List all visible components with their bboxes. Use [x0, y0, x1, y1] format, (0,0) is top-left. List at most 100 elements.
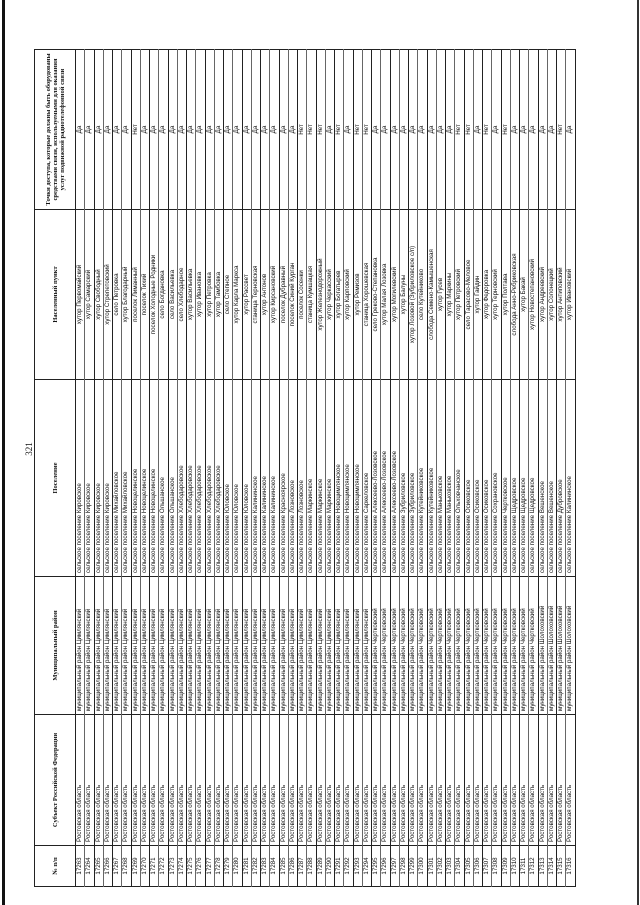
cell-district: муниципальный район Цимлянский [205, 576, 215, 715]
cell-locality: хутор Андреевский [538, 209, 548, 380]
cell-subject: Ростовская область [112, 714, 122, 846]
cell-municipality: сельское поселение Маньковское [445, 379, 455, 577]
cell-subject: Ростовская область [158, 714, 168, 846]
cell-number: 17281 [242, 845, 252, 887]
cell-municipality: сельское поселение Щедровское [519, 379, 529, 577]
cell-locality: хутор Антиповский [556, 209, 566, 380]
cell-locality: хутор Бакай [519, 209, 529, 380]
cell-subject: Ростовская область [454, 714, 464, 846]
cell-number: 17264 [84, 845, 94, 887]
cell-number: 17285 [279, 845, 289, 887]
cell-district: муниципальный район Цимлянский [149, 576, 159, 715]
table-row: 17308 Ростовская область муниципальный рай… [491, 49, 501, 887]
cell-access-point: Да [186, 49, 196, 210]
cell-subject: Ростовская область [380, 714, 390, 846]
table-row: 17268 Ростовская область муниципальный рай… [121, 49, 131, 887]
cell-access-point: Нет [501, 49, 511, 210]
table-row: 17282 Ростовская область муниципальный рай… [251, 49, 261, 887]
cell-district: муниципальный район Чертковский [510, 576, 520, 715]
cell-subject: Ростовская область [269, 714, 279, 846]
table-row: 17289 Ростовская область муниципальный рай… [316, 49, 326, 887]
cell-access-point: Да [177, 49, 187, 210]
cell-municipality: сельское поселение Дубровское [556, 379, 566, 577]
cell-subject: Ростовская область [306, 714, 316, 846]
cell-district: муниципальный район Чертковский [399, 576, 409, 715]
table-row: 17273 Ростовская область муниципальный рай… [168, 49, 178, 887]
cell-number: 17291 [334, 845, 344, 887]
table-row: 17286 Ростовская область муниципальный рай… [288, 49, 298, 887]
table-body: 17263 Ростовская область муниципальный рай… [75, 49, 575, 887]
cell-number: 17295 [371, 845, 381, 887]
cell-access-point: Да [168, 49, 178, 210]
cell-district: муниципальный район Чертковский [417, 576, 427, 715]
cell-number: 17294 [362, 845, 372, 887]
cell-subject: Ростовская область [519, 714, 529, 846]
cell-access-point: Да [408, 49, 418, 210]
cell-district: муниципальный район Чертковский [519, 576, 529, 715]
cell-locality: хутор Стрепетовский [103, 209, 113, 380]
cell-locality: хутор Самарский [84, 209, 94, 380]
cell-municipality: сельское поселение Хлебодаровское [214, 379, 224, 577]
cell-municipality: сельское поселение Вешенское [538, 379, 548, 577]
cell-municipality: сельское поселение Михайловское [121, 379, 131, 577]
cell-subject: Ростовская область [482, 714, 492, 846]
cell-subject: Ростовская область [417, 714, 427, 846]
cell-municipality: сельское поселение Осиковское [482, 379, 492, 577]
table-header-row: № п/п Субъект Российской Федерации Муниц… [34, 49, 76, 887]
cell-access-point: Да [75, 49, 85, 210]
cell-access-point: Да [260, 49, 270, 210]
cell-district: муниципальный район Цимлянский [288, 576, 298, 715]
cell-subject: Ростовская область [565, 714, 575, 846]
cell-number: 17292 [343, 845, 353, 887]
table-row: 17283 Ростовская область муниципальный рай… [260, 49, 270, 887]
cell-district: муниципальный район Шолоховский [538, 576, 548, 715]
cell-district: муниципальный район Цимлянский [103, 576, 113, 715]
cell-number: 17268 [121, 845, 131, 887]
cell-district: муниципальный район Цимлянский [334, 576, 344, 715]
cell-district: муниципальный район Цимлянский [177, 576, 187, 715]
cell-number: 17314 [547, 845, 557, 887]
cell-access-point: Да [94, 49, 104, 210]
cell-district: муниципальный район Цимлянский [214, 576, 224, 715]
cell-locality: хутор Петровка [205, 209, 215, 380]
cell-municipality: сельское поселение Кутейниковское [427, 379, 437, 577]
cell-municipality: сельское поселение Хлебодаровское [195, 379, 205, 577]
cell-access-point: Да [214, 49, 224, 210]
table-row: 17266 Ростовская область муниципальный рай… [103, 49, 113, 887]
cell-municipality: сельское поселение Юловское [223, 379, 233, 577]
cell-access-point: Да [390, 49, 400, 210]
cell-district: муниципальный район Цимлянский [232, 576, 242, 715]
cell-locality: хутор Маркины [445, 209, 455, 380]
cell-subject: Ростовская область [279, 714, 289, 846]
table-row: 17305 Ростовская область муниципальный рай… [464, 49, 474, 887]
cell-district: муниципальный район Цимлянский [158, 576, 168, 715]
cell-access-point: Нет [353, 49, 363, 210]
cell-locality: хутор Богатырев [334, 209, 344, 380]
cell-district: муниципальный район Шолоховский [565, 576, 575, 715]
cell-municipality: сельское поселение Маркинское [316, 379, 326, 577]
table-row: 17267 Ростовская область муниципальный рай… [112, 49, 122, 887]
table-row: 17294 Ростовская область муниципальный рай… [362, 49, 372, 887]
cell-municipality: сельское поселение Щедровское [528, 379, 538, 577]
table-row: 17277 Ростовская область муниципальный рай… [205, 49, 215, 887]
table-row: 17278 Ростовская область муниципальный рай… [214, 49, 224, 887]
cell-municipality: сельское поселение Осиковское [464, 379, 474, 577]
cell-number: 17298 [399, 845, 409, 887]
cell-district: муниципальный район Цимлянский [325, 576, 335, 715]
cell-subject: Ростовская область [297, 714, 307, 846]
cell-number: 17269 [131, 845, 141, 887]
cell-locality: хутор Балуны [399, 209, 409, 380]
table-row: 17313 Ростовская область муниципальный рай… [538, 49, 548, 887]
cell-access-point: Да [149, 49, 159, 210]
cell-number: 17265 [94, 845, 104, 887]
cell-district: муниципальный район Цимлянский [195, 576, 205, 715]
cell-locality: хутор Лозовой (Зубриловское с/п) [408, 209, 418, 380]
header-access-point: Точки доступа, которые должны быть обору… [34, 49, 76, 210]
cell-number: 17301 [427, 845, 437, 887]
cell-municipality: сельское поселение Лозновское [297, 379, 307, 577]
cell-locality: хутор Могилевский [390, 209, 400, 380]
cell-locality: село Тарасово-Меловое [464, 209, 474, 380]
cell-district: муниципальный район Цимлянский [242, 576, 252, 715]
cell-municipality: сельское поселение Саркеловское [362, 379, 372, 577]
table-row: 17303 Ростовская область муниципальный рай… [445, 49, 455, 887]
